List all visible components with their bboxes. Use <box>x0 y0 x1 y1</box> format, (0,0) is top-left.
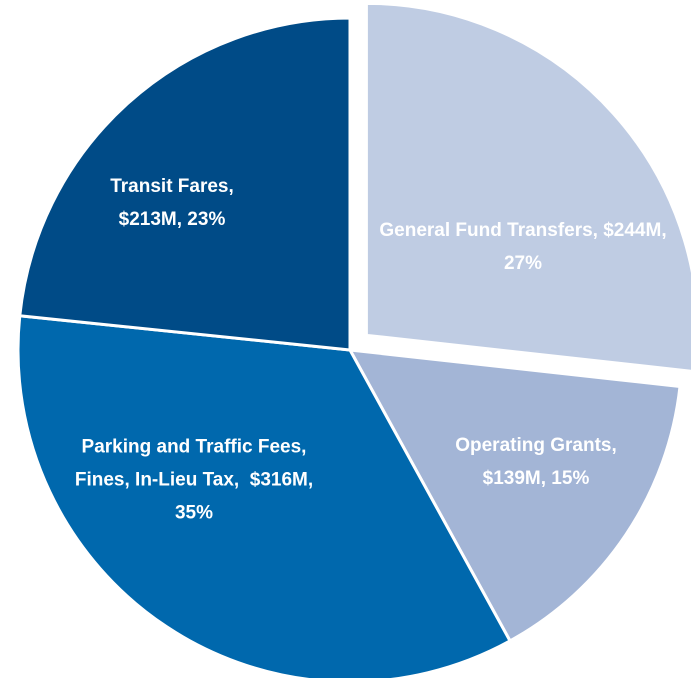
pie-slice <box>18 16 352 352</box>
pie-slice <box>364 1 691 373</box>
slice-label: Operating Grants, $139M, 15% <box>455 435 628 489</box>
slice-label: Parking and Traffic Fees, Fines, In-Lieu… <box>74 436 319 524</box>
slice-label: Transit Fares, $213M, 23% <box>110 176 240 230</box>
pie-slice <box>16 314 513 678</box>
pie-slice <box>347 348 682 643</box>
slice-label: General Fund Transfers, $244M, 27% <box>379 220 667 274</box>
